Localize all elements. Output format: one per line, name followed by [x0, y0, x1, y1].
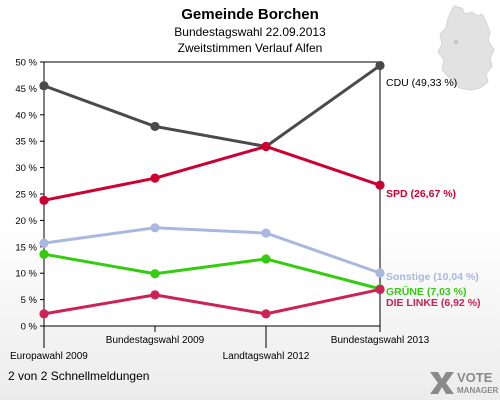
data-point [261, 228, 271, 238]
series-line [43, 64, 381, 148]
chart-subtitle-district: Zweitstimmen Verlauf Alfen [177, 41, 323, 55]
y-tick-label: 5 % [21, 295, 38, 306]
data-point [261, 141, 271, 152]
series-end-label: DIE LINKE (6,92 %) [386, 297, 481, 309]
series-line [43, 287, 381, 316]
data-point [39, 195, 49, 205]
end-labels: CDU (49,33 %) SPD (26,67 %) Sonstige (10,0… [386, 77, 481, 309]
data-point [261, 309, 271, 319]
data-point [150, 223, 160, 233]
series-line [43, 226, 381, 275]
data-point [375, 180, 385, 190]
data-point [261, 254, 271, 264]
y-tick-label: 30 % [15, 163, 37, 174]
series-end-label: SPD (26,67 %) [386, 188, 456, 200]
y-tick-label: 25 % [15, 190, 37, 201]
vote-manager-mark-icon: VOTE MANAGER [430, 370, 499, 395]
data-point [150, 173, 160, 183]
x-tick-label: Bundestagswahl 2009 [106, 335, 205, 346]
y-axis: 0 % 5 % 10 % 15 % 20 % 25 % 30 % 35 % 40 % 45 % 50… [15, 58, 44, 333]
y-tick-label: 15 % [15, 242, 37, 253]
x-axis: Europawahl 2009 Bundestagswahl 2009 Landta… [10, 326, 430, 362]
y-tick-label: 35 % [15, 137, 37, 148]
y-tick-label: 40 % [15, 110, 37, 121]
data-point [150, 121, 160, 132]
data-point [39, 309, 49, 319]
footer-note: 2 von 2 Schnellmeldungen [8, 369, 150, 383]
x-tick-label: Landtagswahl 2012 [223, 351, 310, 362]
data-point [375, 60, 385, 71]
data-point [375, 284, 385, 295]
series-end-label: GRÜNE (7,03 %) [386, 285, 467, 298]
series-end-label: CDU (49,33 %) [386, 77, 457, 89]
germany-map-icon [437, 5, 495, 91]
y-tick-label: 0 % [21, 322, 38, 333]
x-tick-label: Europawahl 2009 [10, 351, 88, 362]
chart-header: Gemeinde Borchen Bundestagswahl 22.09.20… [0, 6, 500, 56]
data-point [150, 269, 160, 279]
y-tick-label: 50 % [15, 58, 37, 69]
data-point [375, 268, 385, 278]
series-line [43, 252, 381, 291]
chart-title: Gemeinde Borchen [181, 6, 319, 23]
vote-manager-logo: VOTE MANAGER [426, 366, 499, 398]
chart-subtitle-election: Bundestagswahl 22.09.2013 [174, 25, 326, 39]
data-point [39, 81, 49, 91]
logo-word-vote: VOTE [457, 370, 493, 385]
y-tick-label: 20 % [15, 216, 37, 227]
series-end-label: Sonstige (10,04 %) [386, 271, 479, 283]
series-group [39, 60, 385, 319]
data-point [39, 238, 49, 248]
series-line [43, 144, 381, 202]
y-tick-label: 10 % [15, 269, 37, 280]
y-tick-label: 45 % [15, 84, 37, 95]
data-point [39, 249, 49, 259]
data-point [150, 290, 160, 300]
x-tick-label: Bundestagswahl 2013 [331, 335, 430, 346]
logo-word-manager: MANAGER [457, 386, 498, 395]
